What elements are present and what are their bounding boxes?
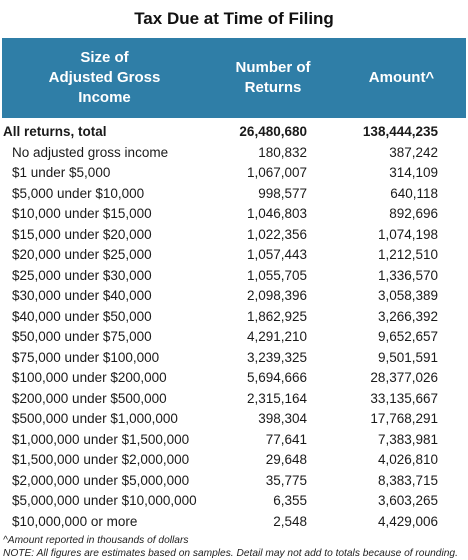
row-label: No adjusted gross income	[12, 144, 169, 160]
header-amount: Amount^	[368, 69, 435, 86]
row-amount: 33,135,667	[370, 390, 438, 406]
header-returns-line2: Returns	[244, 79, 302, 96]
row-amount: 892,696	[389, 206, 438, 221]
row-returns: 180,832	[258, 144, 307, 160]
row-amount: 314,109	[389, 165, 438, 180]
table-row: $20,000 under $25,000 1,057,443 1,212,510	[0, 245, 468, 266]
table-row: $1,000,000 under $1,500,000 77,641 7,383,9…	[0, 430, 468, 451]
row-label: $100,000 under $200,000	[12, 370, 167, 385]
table-row: $25,000 under $30,000 1,055,705 1,336,570	[0, 266, 468, 287]
table-row: No adjusted gross income 180,832 387,242	[0, 143, 468, 164]
table-row: $15,000 under $20,000 1,022,356 1,074,198	[0, 225, 468, 246]
row-returns: 29,648	[265, 452, 307, 467]
row-amount: 387,242	[389, 144, 438, 160]
row-label: $30,000 under $40,000	[12, 288, 152, 303]
header-agi-line2: Adjusted Gross	[48, 69, 161, 86]
row-returns: 1,067,007	[246, 165, 307, 180]
row-label: $10,000 under $15,000	[12, 206, 152, 221]
row-label: $20,000 under $25,000	[12, 247, 152, 262]
footnote-amount-units: ^Amount reported in thousands of dollars	[3, 535, 189, 546]
table-header: Size of Adjusted Gross Income Number of …	[2, 38, 466, 118]
header-returns-line1: Number of	[235, 59, 311, 76]
row-amount: 28,377,026	[370, 370, 438, 385]
header-agi-line1: Size of	[80, 49, 129, 66]
table-row: $500,000 under $1,000,000 398,304 17,768,2…	[0, 409, 468, 430]
row-label: $1,500,000 under $2,000,000	[12, 452, 190, 467]
table-row: $50,000 under $75,000 4,291,210 9,652,657	[0, 327, 468, 348]
row-label: $5,000 under $10,000	[12, 185, 145, 201]
row-returns: 1,057,443	[246, 247, 307, 262]
table-row: $40,000 under $50,000 1,862,925 3,266,392	[0, 307, 468, 328]
row-label: $500,000 under $1,000,000	[12, 411, 178, 426]
header-agi-line3: Income	[78, 89, 131, 106]
row-label: $10,000,000 or more	[12, 513, 138, 529]
row-returns: 2,315,164	[246, 390, 307, 406]
row-returns: 6,355	[273, 493, 307, 508]
table-row: $30,000 under $40,000 2,098,396 3,058,389	[0, 286, 468, 307]
row-label: $2,000,000 under $5,000,000	[12, 472, 190, 488]
row-returns: 1,055,705	[246, 267, 307, 283]
row-returns: 77,641	[265, 431, 307, 447]
row-amount: 1,212,510	[377, 247, 438, 262]
row-label: $200,000 under $500,000	[12, 390, 167, 406]
header-agi-size: Size of Adjusted Gross Income	[2, 48, 207, 108]
row-returns: 3,239,325	[246, 349, 307, 365]
table-row: $75,000 under $100,000 3,239,325 9,501,591	[0, 348, 468, 369]
row-label: $5,000,000 under $10,000,000	[12, 493, 197, 508]
header-number-of-returns: Number of Returns	[207, 58, 339, 98]
row-label: $75,000 under $100,000	[12, 349, 160, 365]
row-returns: 998,577	[258, 185, 307, 201]
table-row-total: All returns, total 26,480,680 138,444,23…	[0, 122, 468, 143]
row-returns: 5,694,666	[246, 370, 307, 385]
row-returns: 1,022,356	[246, 226, 307, 242]
table-row: $100,000 under $200,000 5,694,666 28,377,0…	[0, 368, 468, 389]
footnote-estimates: NOTE: All figures are estimates based on…	[3, 548, 458, 559]
row-amount: 3,266,392	[377, 308, 438, 324]
table-row: $1,500,000 under $2,000,000 29,648 4,026,8…	[0, 450, 468, 471]
table-body: All returns, total 26,480,680 138,444,23…	[0, 122, 468, 532]
row-returns: 2,098,396	[246, 288, 307, 303]
row-amount: 4,429,006	[377, 513, 438, 529]
row-returns: 2,548	[273, 513, 307, 529]
row-amount: 1,336,570	[377, 267, 438, 283]
table-row: $200,000 under $500,000 2,315,164 33,135,6…	[0, 389, 468, 410]
table-title: Tax Due at Time of Filing	[134, 9, 334, 28]
row-amount: 138,444,235	[362, 124, 438, 139]
row-amount: 17,768,291	[370, 411, 438, 426]
table-row: $5,000 under $10,000 998,577 640,118	[0, 184, 468, 205]
footnotes: ^Amount reported in thousands of dollars…	[0, 534, 468, 560]
row-amount: 3,058,389	[377, 288, 438, 303]
row-returns: 1,046,803	[246, 206, 307, 221]
row-label: All returns, total	[3, 124, 107, 139]
row-amount: 1,074,198	[377, 226, 438, 242]
row-amount: 9,652,657	[377, 329, 438, 344]
row-returns: 1,862,925	[246, 308, 307, 324]
row-amount: 4,026,810	[377, 452, 438, 467]
row-amount: 3,603,265	[377, 493, 438, 508]
row-returns: 35,775	[265, 472, 307, 488]
table-row: $2,000,000 under $5,000,000 35,775 8,383,7…	[0, 471, 468, 492]
row-amount: 8,383,715	[377, 472, 438, 488]
row-label: $50,000 under $75,000	[12, 329, 152, 344]
row-returns: 4,291,210	[246, 329, 307, 344]
table-row: $1 under $5,000 1,067,007 314,109	[0, 163, 468, 184]
row-label: $15,000 under $20,000	[12, 226, 152, 242]
row-label: $25,000 under $30,000	[12, 267, 152, 283]
table-row: $10,000 under $15,000 1,046,803 892,696	[0, 204, 468, 225]
table-row: $10,000,000 or more 2,548 4,429,006	[0, 512, 468, 533]
row-amount: 640,118	[390, 185, 438, 201]
table-row: $5,000,000 under $10,000,000 6,355 3,603,2…	[0, 491, 468, 512]
row-returns: 398,304	[258, 411, 307, 426]
row-returns: 26,480,680	[239, 124, 307, 139]
row-label: $1 under $5,000	[12, 165, 111, 180]
row-amount: 9,501,591	[377, 349, 438, 365]
row-amount: 7,383,981	[377, 431, 438, 447]
row-label: $40,000 under $50,000	[12, 308, 152, 324]
row-label: $1,000,000 under $1,500,000	[12, 431, 190, 447]
